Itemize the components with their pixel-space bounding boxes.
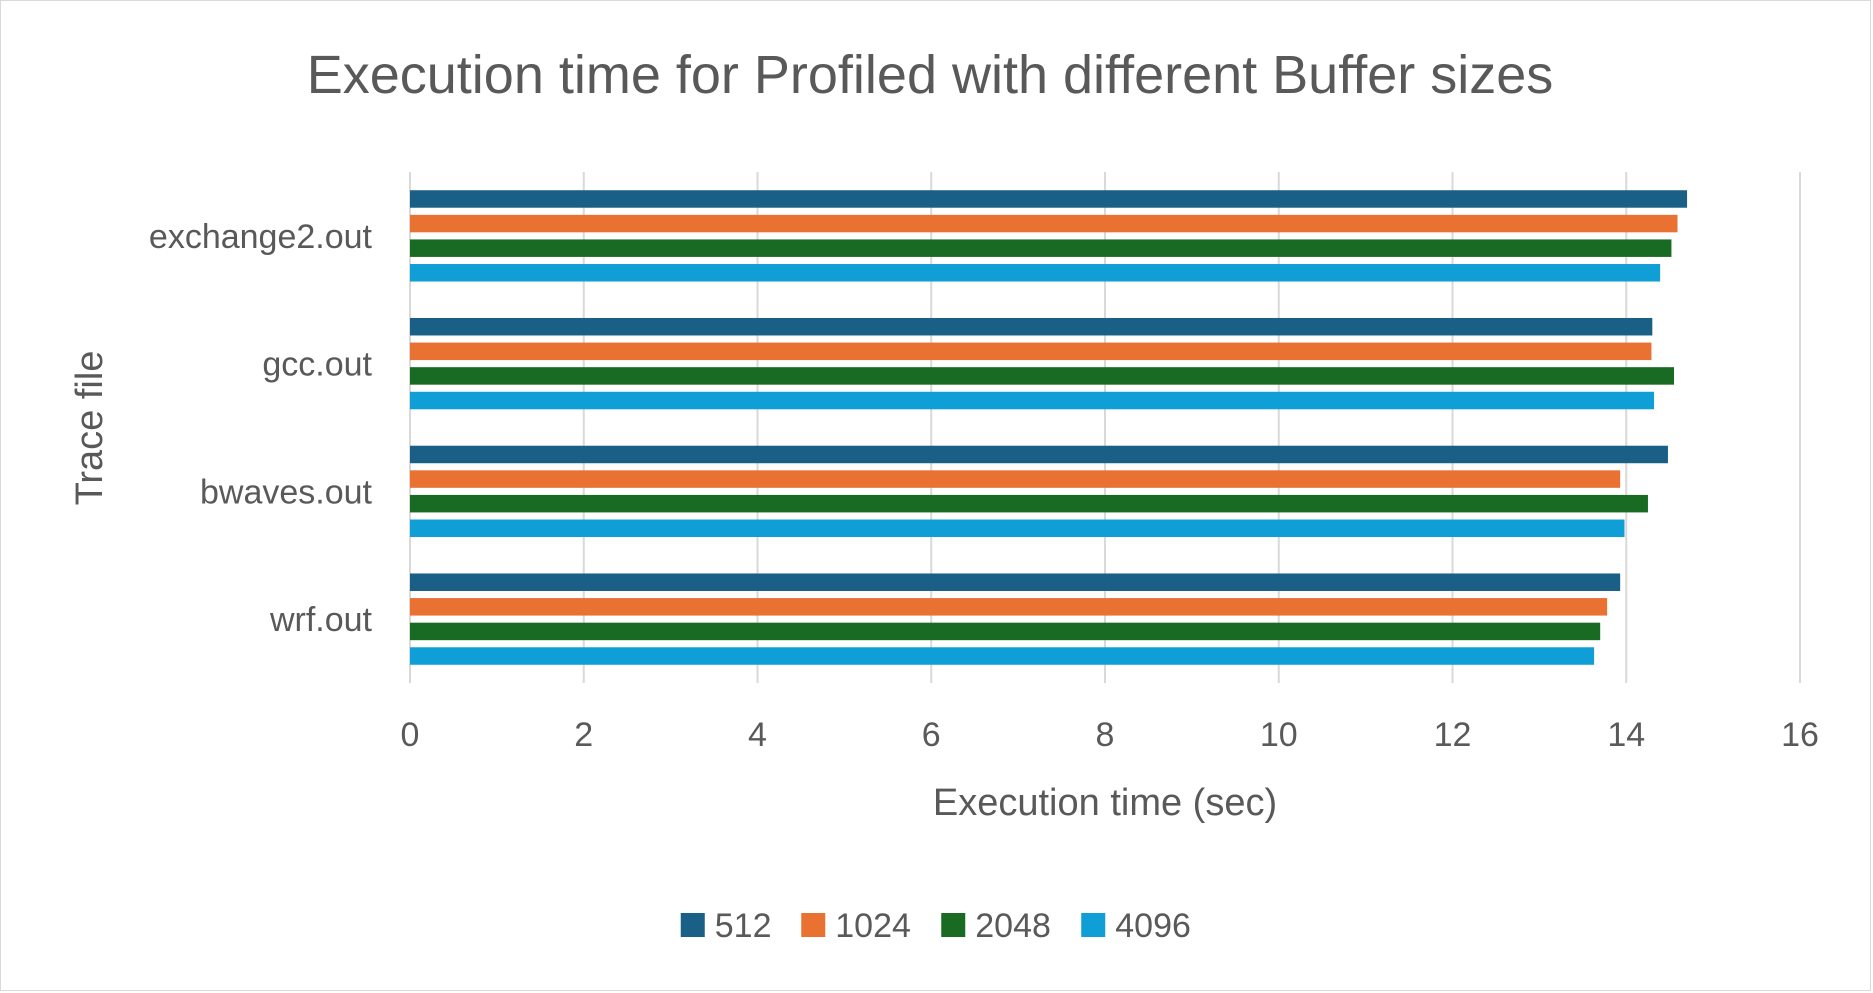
legend-label-2048: 2048 xyxy=(975,907,1051,945)
legend: 512 1024 2048 4096 xyxy=(680,907,1191,945)
x-tick-label: 0 xyxy=(401,716,420,754)
bar-512-exchange2-out xyxy=(410,190,1688,208)
x-tick-label: 16 xyxy=(1781,716,1819,754)
bar-2048-gcc-out xyxy=(410,367,1675,385)
gridlines xyxy=(409,172,1801,683)
legend-label-1024: 1024 xyxy=(835,907,911,945)
legend-label-512: 512 xyxy=(715,907,772,945)
bar-4096-exchange2-out xyxy=(410,264,1661,282)
legend-swatch-4096 xyxy=(1081,913,1106,937)
legend-swatch-2048 xyxy=(941,913,966,937)
y-category-label: exchange2.out xyxy=(149,218,373,256)
y-axis-title: Trace file xyxy=(69,351,111,506)
bar-1024-gcc-out xyxy=(410,342,1652,361)
bar-4096-gcc-out xyxy=(410,391,1655,410)
y-axis-category-labels: exchange2.out gcc.out bwaves.out wrf.out xyxy=(149,218,373,639)
bars xyxy=(410,190,1688,665)
legend-swatch-1024 xyxy=(801,913,826,937)
y-category-label: wrf.out xyxy=(269,601,373,639)
x-axis-title: Execution time (sec) xyxy=(933,782,1277,824)
bar-1024-exchange2-out xyxy=(410,214,1678,233)
bar-1024-bwaves-out xyxy=(410,470,1621,488)
x-tick-label: 8 xyxy=(1096,716,1115,754)
bar-4096-bwaves-out xyxy=(410,519,1625,538)
y-category-label: bwaves.out xyxy=(200,473,373,511)
x-tick-label: 2 xyxy=(574,716,593,754)
chart-title: Execution time for Profiled with differe… xyxy=(307,45,1554,105)
bar-2048-exchange2-out xyxy=(410,239,1672,257)
x-tick-label: 6 xyxy=(922,716,941,754)
bar-512-bwaves-out xyxy=(410,445,1668,464)
bar-1024-wrf-out xyxy=(410,598,1608,616)
y-category-label: gcc.out xyxy=(262,346,372,384)
x-axis-tick-labels: 0 2 4 6 8 10 12 14 16 xyxy=(401,716,1819,754)
x-tick-label: 10 xyxy=(1260,716,1298,754)
bar-512-wrf-out xyxy=(410,573,1621,591)
x-tick-label: 4 xyxy=(748,716,767,754)
bar-2048-bwaves-out xyxy=(410,494,1648,513)
x-tick-label: 12 xyxy=(1434,716,1472,754)
x-tick-label: 14 xyxy=(1607,716,1645,754)
bar-2048-wrf-out xyxy=(410,622,1601,641)
legend-swatch-512 xyxy=(680,913,705,937)
bar-512-gcc-out xyxy=(410,317,1653,336)
legend-label-4096: 4096 xyxy=(1115,907,1191,945)
bar-4096-wrf-out xyxy=(410,647,1595,665)
